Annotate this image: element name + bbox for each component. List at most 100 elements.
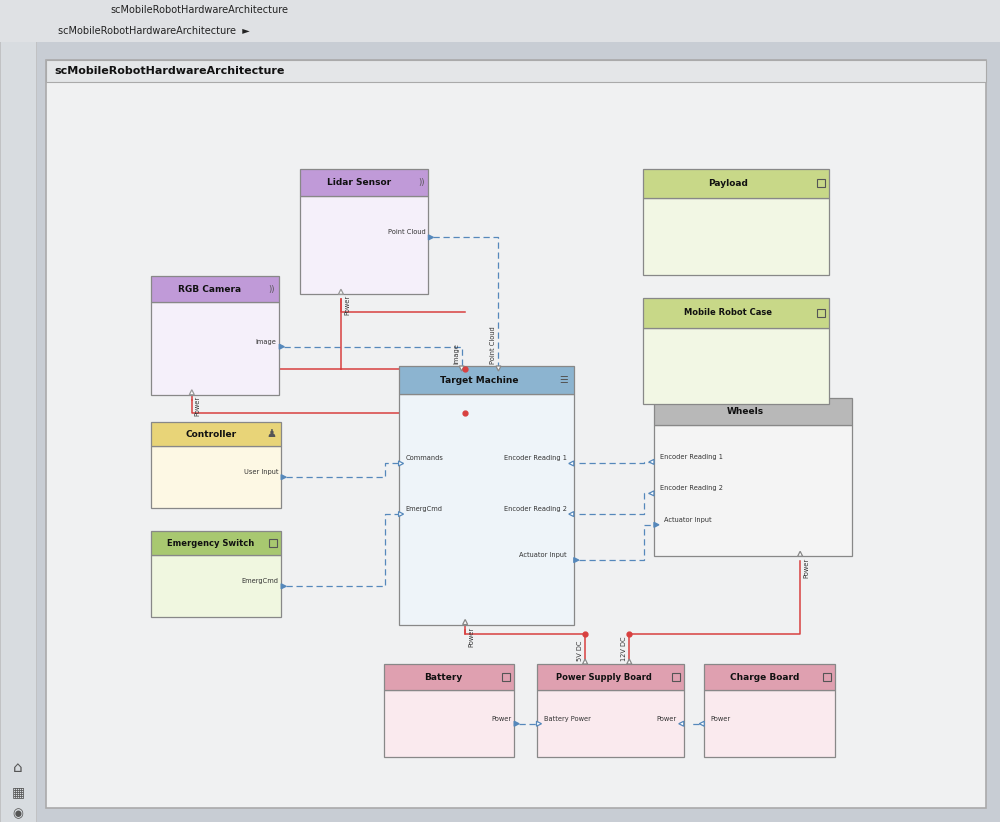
Polygon shape — [583, 659, 588, 664]
Text: EmergCmd: EmergCmd — [406, 506, 443, 512]
Bar — [151, 531, 281, 556]
Bar — [46, 60, 986, 82]
Text: Power: Power — [710, 716, 730, 722]
Text: Battery Power: Battery Power — [544, 716, 590, 722]
Text: EmergCmd: EmergCmd — [241, 579, 278, 584]
Polygon shape — [459, 366, 464, 371]
Text: RGB Camera: RGB Camera — [178, 284, 241, 293]
Bar — [300, 169, 428, 196]
Bar — [502, 673, 510, 681]
Text: Power: Power — [195, 395, 201, 416]
Bar — [384, 690, 514, 757]
Bar — [0, 0, 36, 822]
Polygon shape — [428, 235, 433, 240]
Polygon shape — [569, 511, 574, 516]
Bar — [384, 664, 514, 690]
Text: Mobile Robot Case: Mobile Robot Case — [684, 308, 772, 317]
Text: 12V DC: 12V DC — [621, 636, 627, 661]
Bar — [151, 556, 281, 617]
Polygon shape — [281, 474, 286, 480]
Polygon shape — [338, 289, 343, 294]
Text: Power: Power — [491, 716, 511, 722]
Text: Power: Power — [657, 716, 677, 722]
Text: Battery: Battery — [425, 672, 463, 681]
Polygon shape — [463, 620, 468, 625]
Text: ☰: ☰ — [559, 375, 568, 386]
Text: scMobileRobotHardwareArchitecture: scMobileRobotHardwareArchitecture — [110, 5, 288, 15]
Polygon shape — [649, 491, 654, 496]
Text: 5V DC: 5V DC — [577, 640, 583, 661]
Text: Wheels: Wheels — [726, 407, 763, 416]
Bar — [151, 446, 281, 508]
Bar — [817, 309, 825, 316]
Polygon shape — [514, 721, 519, 726]
Polygon shape — [537, 721, 542, 726]
Text: Emergency Switch: Emergency Switch — [167, 538, 254, 547]
Text: )): )) — [269, 284, 275, 293]
Polygon shape — [279, 344, 284, 349]
Bar — [643, 327, 829, 404]
Text: ⌂: ⌂ — [13, 760, 23, 774]
Bar — [537, 690, 684, 757]
Text: Power: Power — [468, 626, 474, 647]
Text: Power: Power — [803, 558, 809, 579]
Text: ▦: ▦ — [11, 785, 25, 799]
Bar — [151, 422, 281, 446]
Text: Target Machine: Target Machine — [440, 376, 518, 385]
Polygon shape — [399, 461, 404, 466]
Text: Encoder Reading 1: Encoder Reading 1 — [660, 454, 723, 459]
Text: Point Cloud: Point Cloud — [490, 326, 496, 364]
Text: Lidar Sensor: Lidar Sensor — [327, 178, 391, 187]
Text: Encoder Reading 2: Encoder Reading 2 — [660, 485, 723, 492]
Text: Actuator Input: Actuator Input — [519, 552, 567, 558]
Text: Image: Image — [454, 343, 460, 364]
Bar — [537, 664, 684, 690]
Bar — [672, 673, 680, 681]
Polygon shape — [699, 721, 704, 726]
Bar — [823, 673, 831, 681]
Bar — [151, 302, 279, 395]
Bar — [704, 664, 835, 690]
Text: ♟: ♟ — [266, 429, 276, 439]
Text: Image: Image — [255, 339, 276, 344]
Polygon shape — [399, 511, 404, 516]
Text: Power Supply Board: Power Supply Board — [556, 672, 652, 681]
Bar — [399, 366, 574, 395]
Polygon shape — [649, 459, 654, 464]
Bar — [654, 399, 852, 425]
Text: Actuator Input: Actuator Input — [664, 517, 712, 523]
Text: Charge Board: Charge Board — [730, 672, 799, 681]
Polygon shape — [281, 584, 286, 589]
Text: ◉: ◉ — [13, 807, 23, 820]
Bar — [269, 539, 277, 547]
Bar — [0, 20, 1000, 42]
Polygon shape — [679, 721, 684, 726]
Polygon shape — [496, 366, 501, 371]
Bar — [817, 179, 825, 187]
Bar — [643, 198, 829, 275]
Bar — [399, 395, 574, 625]
Text: )): )) — [418, 178, 424, 187]
Bar — [151, 276, 279, 302]
Text: Encoder Reading 2: Encoder Reading 2 — [504, 506, 567, 512]
Bar — [36, 22, 56, 40]
Text: Payload: Payload — [709, 179, 748, 188]
Bar — [300, 196, 428, 294]
Bar — [643, 169, 829, 198]
Text: User Input: User Input — [244, 469, 278, 475]
Text: Encoder Reading 1: Encoder Reading 1 — [504, 455, 567, 461]
Polygon shape — [189, 390, 194, 395]
Text: scMobileRobotHardwareArchitecture  ►: scMobileRobotHardwareArchitecture ► — [58, 26, 250, 36]
Bar — [704, 690, 835, 757]
Text: Point Cloud: Point Cloud — [388, 229, 425, 235]
Text: Controller: Controller — [185, 430, 236, 439]
Polygon shape — [627, 659, 632, 664]
Polygon shape — [798, 552, 803, 556]
Text: Power: Power — [344, 295, 350, 316]
Bar — [654, 425, 852, 556]
Polygon shape — [574, 557, 579, 562]
Polygon shape — [569, 461, 574, 466]
Bar — [643, 298, 829, 327]
Polygon shape — [654, 522, 659, 528]
Text: Commands: Commands — [406, 455, 443, 461]
